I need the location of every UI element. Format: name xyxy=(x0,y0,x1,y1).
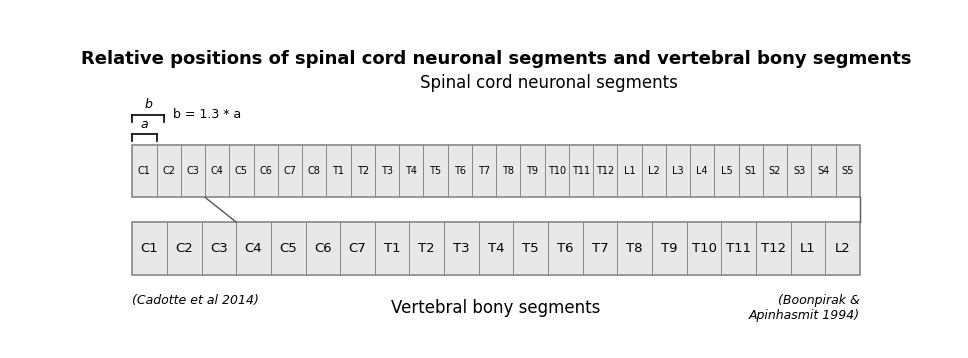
Text: C3: C3 xyxy=(187,166,199,176)
Bar xyxy=(133,222,860,275)
Text: T6: T6 xyxy=(558,242,574,255)
Text: C1: C1 xyxy=(140,242,159,255)
Text: T10: T10 xyxy=(548,166,566,176)
Text: C6: C6 xyxy=(259,166,272,176)
Text: T5: T5 xyxy=(430,166,441,176)
Text: (Boonpirak &
Apinhasmit 1994): (Boonpirak & Apinhasmit 1994) xyxy=(749,294,860,322)
Text: C8: C8 xyxy=(308,166,320,176)
Text: (Cadotte et al 2014): (Cadotte et al 2014) xyxy=(133,294,259,307)
Text: T7: T7 xyxy=(591,242,608,255)
Text: C2: C2 xyxy=(175,242,193,255)
Text: b = 1.3 * a: b = 1.3 * a xyxy=(173,108,241,121)
Text: C7: C7 xyxy=(284,166,296,176)
Text: S4: S4 xyxy=(817,166,830,176)
Text: T2: T2 xyxy=(418,242,435,255)
Text: T2: T2 xyxy=(356,166,369,176)
Text: L3: L3 xyxy=(672,166,683,176)
Text: L2: L2 xyxy=(648,166,659,176)
Text: C5: C5 xyxy=(235,166,248,176)
Text: L1: L1 xyxy=(623,166,635,176)
Text: S2: S2 xyxy=(769,166,781,176)
Text: T12: T12 xyxy=(596,166,615,176)
Text: T5: T5 xyxy=(523,242,539,255)
Text: Spinal cord neuronal segments: Spinal cord neuronal segments xyxy=(420,74,678,92)
Text: T1: T1 xyxy=(384,242,401,255)
Text: T3: T3 xyxy=(453,242,469,255)
Text: C4: C4 xyxy=(211,166,224,176)
Bar xyxy=(133,145,860,197)
Text: T8: T8 xyxy=(502,166,514,176)
Text: L2: L2 xyxy=(834,242,851,255)
Text: T9: T9 xyxy=(661,242,678,255)
Text: b: b xyxy=(144,98,152,111)
Text: T7: T7 xyxy=(478,166,490,176)
Text: C1: C1 xyxy=(138,166,151,176)
Text: L1: L1 xyxy=(801,242,816,255)
Text: S1: S1 xyxy=(744,166,757,176)
Text: T1: T1 xyxy=(332,166,345,176)
Text: L5: L5 xyxy=(720,166,733,176)
Text: C4: C4 xyxy=(245,242,262,255)
Text: C2: C2 xyxy=(162,166,175,176)
Text: T11: T11 xyxy=(726,242,751,255)
Text: S3: S3 xyxy=(793,166,805,176)
Text: Vertebral bony segments: Vertebral bony segments xyxy=(391,299,601,316)
Text: T8: T8 xyxy=(626,242,643,255)
Text: C6: C6 xyxy=(314,242,332,255)
Text: Relative positions of spinal cord neuronal segments and vertebral bony segments: Relative positions of spinal cord neuron… xyxy=(81,50,911,68)
Text: T4: T4 xyxy=(488,242,504,255)
Text: a: a xyxy=(140,118,148,131)
Text: T12: T12 xyxy=(761,242,786,255)
Text: T9: T9 xyxy=(527,166,538,176)
Text: T10: T10 xyxy=(691,242,716,255)
Text: T6: T6 xyxy=(454,166,466,176)
Text: T3: T3 xyxy=(381,166,393,176)
Text: T11: T11 xyxy=(572,166,590,176)
Text: C5: C5 xyxy=(280,242,297,255)
Text: S5: S5 xyxy=(841,166,854,176)
Text: L4: L4 xyxy=(696,166,709,176)
Text: C7: C7 xyxy=(348,242,366,255)
Text: T4: T4 xyxy=(406,166,417,176)
Text: C3: C3 xyxy=(210,242,227,255)
